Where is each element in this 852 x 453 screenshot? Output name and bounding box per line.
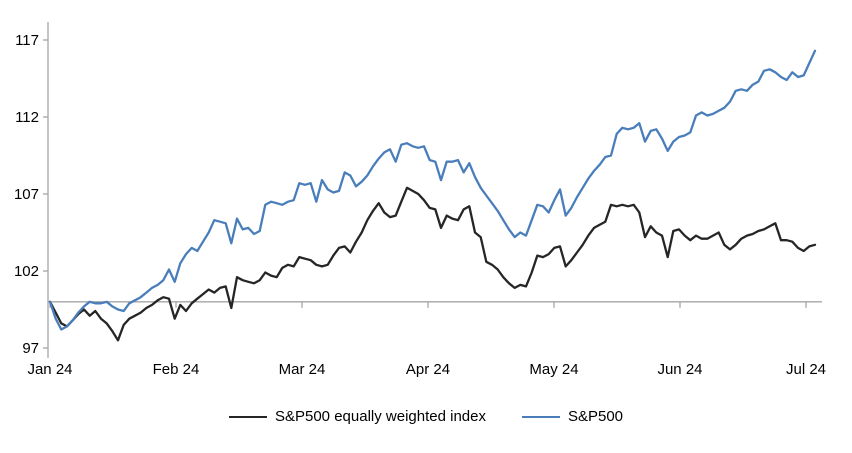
y-tick-label: 112: [15, 109, 39, 126]
series-group: [48, 49, 817, 342]
legend-label-equal-weight: S&P500 equally weighted index: [274, 408, 486, 425]
axes-group: 97 102 107 112 117 Jan 24 Feb 24 Mar 24 Apr 24 Ma…: [14, 22, 826, 378]
legend-line-equal-weight-icon: [228, 415, 267, 418]
legend: S&P500 equally weighted index S&P500: [0, 408, 852, 425]
y-tick-label: 102: [14, 263, 39, 280]
legend-label-sp500: S&P500: [567, 408, 624, 425]
series-line-equal-weight: [48, 186, 817, 342]
legend-item-equal-weight: S&P500 equally weighted index: [228, 408, 486, 425]
legend-item-sp500: S&P500: [521, 408, 624, 425]
x-tick-label: Feb 24: [153, 361, 200, 378]
y-tick-label: 107: [14, 186, 39, 203]
price-chart: 97 102 107 112 117 Jan 24 Feb 24 Mar 24 Apr 24 Ma…: [14, 22, 826, 378]
x-tick-label: Apr 24: [406, 361, 450, 378]
x-tick-label: May 24: [529, 361, 578, 378]
x-tick-label: Jun 24: [657, 361, 702, 378]
legend-line-sp500-icon: [521, 415, 560, 418]
x-tick-label: Mar 24: [279, 361, 326, 378]
y-tick-label: 117: [15, 32, 39, 49]
x-tick-label: Jul 24: [786, 361, 826, 378]
x-tick-label: Jan 24: [27, 361, 72, 378]
series-line-sp500: [48, 49, 817, 331]
y-tick-label: 97: [22, 340, 39, 357]
